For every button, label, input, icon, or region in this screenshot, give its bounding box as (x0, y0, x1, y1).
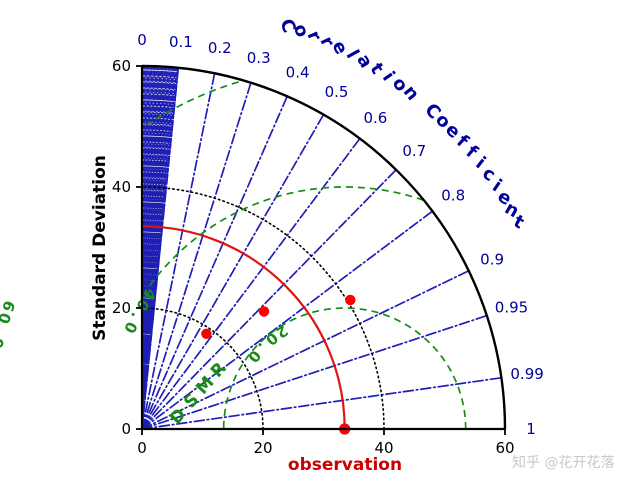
y-axis-tick-label: 0 (121, 420, 131, 438)
correlation-tick-label: 0.2 (208, 39, 232, 57)
correlation-minor-gridline (141, 67, 180, 430)
correlation-tick-label: 0.3 (247, 49, 271, 67)
diagram-generated-layer: 0 0.1 0.20.30.40.50.60.70.80.90.950.991Cor… (0, 16, 544, 457)
x-axis-tick-label: 0 (137, 439, 147, 457)
correlation-gridline (141, 210, 434, 430)
data-point[interactable] (345, 294, 356, 306)
correlation-gridline (141, 314, 488, 430)
y-axis-tick-label: 60 (112, 57, 131, 75)
correlation-tick-label: 1 (526, 420, 536, 438)
correlation-gridline (141, 113, 325, 430)
correlation-gridline (141, 168, 397, 430)
rmsd-contour-label-char: 6 (0, 298, 19, 314)
correlation-gridline (141, 137, 361, 430)
correlation-gridline (141, 72, 216, 430)
correlation-gridline (141, 376, 503, 430)
correlation-gridline (141, 95, 289, 430)
correlation-tick-label: 0.6 (363, 109, 387, 127)
correlation-tick-label: 0 (137, 31, 147, 49)
correlation-tick-label: 0.9 (480, 250, 504, 268)
rmsd-contour-label-char: 0 (0, 336, 7, 350)
rmsd-contour-label-char: . (0, 325, 10, 335)
rmsd-contour-arc (146, 81, 239, 126)
x-axis-tick-label: 60 (495, 439, 514, 457)
correlation-tick-label: 0.95 (495, 299, 528, 317)
correlation-gridline (141, 269, 470, 430)
y-axis-title: Standard Deviation (90, 155, 110, 341)
x-axis-tick-label: 40 (374, 439, 393, 457)
correlation-tick-label: 0.7 (402, 142, 426, 160)
outer-arc (141, 64, 507, 430)
rmsd-contour-label-char: 0 (0, 311, 14, 326)
correlation-axis-title-char: C (275, 16, 299, 35)
correlation-tick-label: 0.5 (325, 83, 349, 101)
rmsd-contour-label-char: 0 (120, 319, 141, 336)
data-point[interactable] (201, 328, 212, 339)
y-axis-tick-label: 40 (112, 178, 131, 196)
x-axis-title: observation (288, 455, 402, 475)
correlation-gridline (141, 81, 252, 430)
correlation-tick-label: 0.8 (441, 187, 465, 205)
rmsd-contour-arc (222, 307, 467, 429)
std-dev-arc (141, 307, 264, 430)
correlation-tick-label: 0.1 (169, 33, 193, 51)
data-point[interactable] (258, 306, 270, 317)
std-dev-arc (141, 186, 385, 430)
reference-std-arc (141, 225, 346, 430)
x-axis-tick-label: 20 (253, 439, 272, 457)
correlation-tick-label: 0.4 (286, 64, 310, 82)
y-axis-tick-label: 20 (112, 299, 131, 317)
correlation-tick-label: 0.99 (510, 365, 543, 383)
watermark: 知乎 @花开花落 (512, 455, 615, 471)
rmsd-contour-arc (143, 186, 424, 295)
